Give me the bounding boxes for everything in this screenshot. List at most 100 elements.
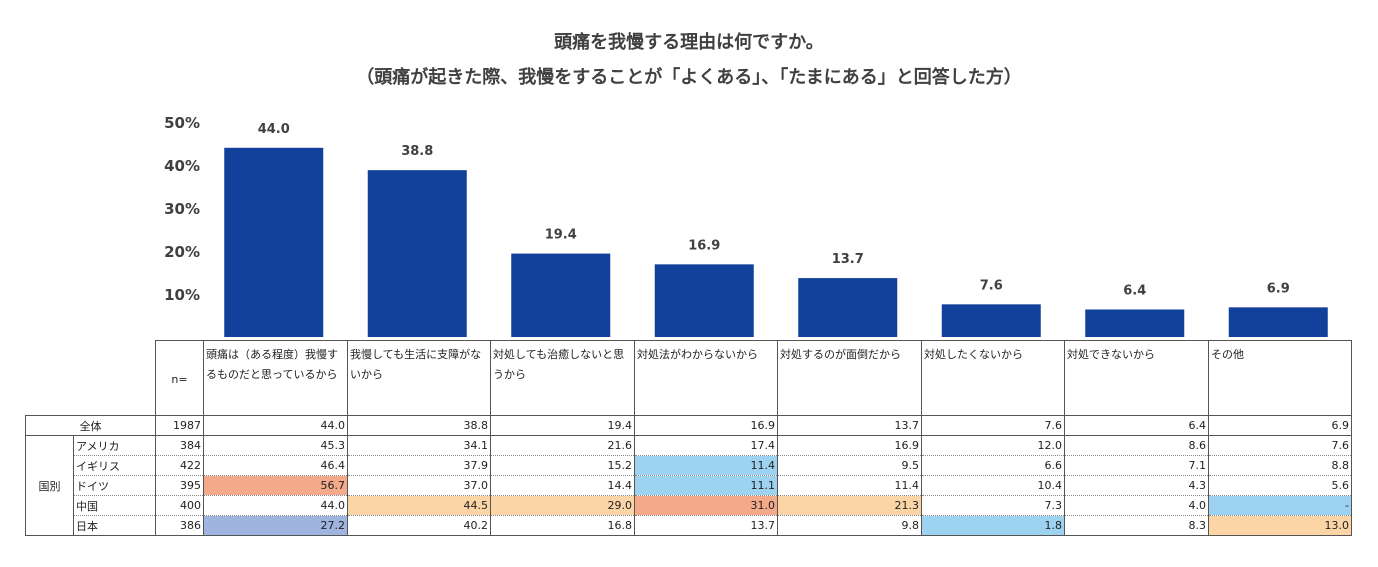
table-cell: 16.8 [490, 515, 635, 536]
table-cell: 10.4 [921, 475, 1065, 496]
table-cell: 1.8 [921, 515, 1065, 536]
y-tick-label: 20% [164, 243, 200, 261]
table-row: 国別 アメリカ 384 45.3 34.1 21.6 17.4 16.9 12.0 8.6 7.6 [25, 435, 1352, 536]
column-header: その他 [1208, 340, 1352, 416]
table-cell: 5.6 [1208, 475, 1352, 496]
bar-value-label: 38.8 [401, 144, 433, 159]
bar-value-label: 16.9 [688, 238, 720, 253]
table-cell: 6.6 [921, 455, 1065, 476]
country-label: 日本 [73, 515, 156, 536]
table-cell: 7.3 [921, 495, 1065, 516]
table-cell: - [1208, 495, 1352, 516]
bar [511, 253, 611, 337]
country-label: イギリス [73, 455, 156, 476]
bar [1228, 307, 1328, 337]
n-value: 1987 [155, 415, 204, 436]
n-value: 422 [155, 455, 204, 476]
country-label: アメリカ [73, 435, 156, 456]
table-cell: 11.4 [777, 475, 922, 496]
table-cell: 6.9 [1208, 415, 1352, 436]
table-cell: 9.8 [777, 515, 922, 536]
n-header: n= [155, 340, 204, 416]
table-row: 中国 400 44.0 44.5 29.0 31.0 21.3 7.3 4.0- [26, 495, 1352, 516]
column-header: 対処しても治癒しないと思うから [490, 340, 635, 416]
country-label: ドイツ [73, 475, 156, 496]
column-header: 対処法がわからないから [634, 340, 778, 416]
chart-subtitle: （頭痛が起きた際、我慢をすることが「よくある」、「たまにある」と回答した方） [356, 67, 1022, 88]
n-value: 386 [155, 515, 204, 536]
table-cell: 13.7 [777, 415, 922, 436]
table-cell: 7.1 [1064, 455, 1209, 476]
column-header: 頭痛は（ある程度）我慢するものだと思っているから [203, 340, 348, 416]
bar-value-label: 6.9 [1267, 281, 1290, 296]
table-row: ドイツ 395 56.7 37.0 14.4 11.1 11.4 10.4 4.3 5.6 [26, 475, 1352, 496]
bar [654, 264, 754, 337]
table-cell: 40.2 [347, 515, 491, 536]
bar-value-label: 19.4 [545, 228, 577, 243]
table-cell: 31.0 [634, 495, 778, 516]
table-cell: 45.3 [203, 435, 348, 456]
n-value: 395 [155, 475, 204, 496]
table-row: 日本 386 27.2 40.2 16.8 13.7 9.8 1.8 8.3 13.0 [26, 515, 1352, 536]
table-cell: 13.0 [1208, 515, 1352, 536]
n-value: 384 [155, 435, 204, 456]
row-label-total: 全体 [25, 415, 156, 436]
n-value: 400 [155, 495, 204, 516]
bar [224, 147, 324, 337]
table-cell: 7.6 [921, 415, 1065, 436]
table-cell: 7.6 [1208, 435, 1352, 456]
data-table: n= 頭痛は（ある程度）我慢するものだと思っているから 我慢しても生活に支障がないか… [25, 340, 1352, 536]
y-tick-label: 50% [164, 114, 200, 132]
y-tick-label: 10% [164, 286, 200, 304]
column-header: 我慢しても生活に支障がないから [347, 340, 491, 416]
group-label: 国別 [25, 435, 74, 536]
table-cell: 4.3 [1064, 475, 1209, 496]
table-cell: 8.3 [1064, 515, 1209, 536]
column-header: 対処できないから [1064, 340, 1209, 416]
bar-value-label: 6.4 [1123, 283, 1146, 298]
table-cell: 13.7 [634, 515, 778, 536]
bar [1085, 309, 1185, 337]
bar [941, 304, 1041, 337]
bar [798, 278, 898, 337]
table-cell: 11.4 [634, 455, 778, 476]
table-cell: 16.9 [777, 435, 922, 456]
y-tick-label: 30% [164, 200, 200, 218]
table-cell: 38.8 [347, 415, 491, 436]
table-cell: 27.2 [203, 515, 348, 536]
table-cell: 37.0 [347, 475, 491, 496]
bar-value-label: 13.7 [832, 252, 864, 267]
table-cell: 44.0 [203, 495, 348, 516]
bar-chart: 10% 20% 30% 40% 50% 44.0 38.8 19.4 16.9 13.7 7.6 6.… [164, 114, 1328, 337]
table-cell: 9.5 [777, 455, 922, 476]
table-cell: 6.4 [1064, 415, 1209, 436]
table-cell: 34.1 [347, 435, 491, 456]
bar [367, 170, 467, 337]
table-cell: 37.9 [347, 455, 491, 476]
table-cell: 14.4 [490, 475, 635, 496]
table-cell: 46.4 [203, 455, 348, 476]
table-cell: 16.9 [634, 415, 778, 436]
bar-value-label: 44.0 [258, 122, 290, 137]
column-header: 対処するのが面倒だから [777, 340, 922, 416]
table-cell: 44.5 [347, 495, 491, 516]
country-label: 中国 [73, 495, 156, 516]
table-cell: 15.2 [490, 455, 635, 476]
table-cell: 44.0 [203, 415, 348, 436]
bar-value-label: 7.6 [980, 278, 1003, 293]
table-cell: 4.0 [1064, 495, 1209, 516]
chart-title: 頭痛を我慢する理由は何ですか。 [554, 32, 824, 53]
table-cell: 11.1 [634, 475, 778, 496]
y-tick-label: 40% [164, 157, 200, 175]
table-cell: 29.0 [490, 495, 635, 516]
blank-cell [25, 340, 156, 416]
table-cell: 56.7 [203, 475, 348, 496]
table-cell: 8.8 [1208, 455, 1352, 476]
table-cell: 12.0 [921, 435, 1065, 456]
table-cell: 19.4 [490, 415, 635, 436]
table-row: イギリス 422 46.4 37.9 15.2 11.4 9.5 6.6 7.1 8.8 [26, 455, 1352, 476]
table-cell: 21.6 [490, 435, 635, 456]
column-header: 対処したくないから [921, 340, 1065, 416]
table-cell: 8.6 [1064, 435, 1209, 456]
table-cell: 17.4 [634, 435, 778, 456]
